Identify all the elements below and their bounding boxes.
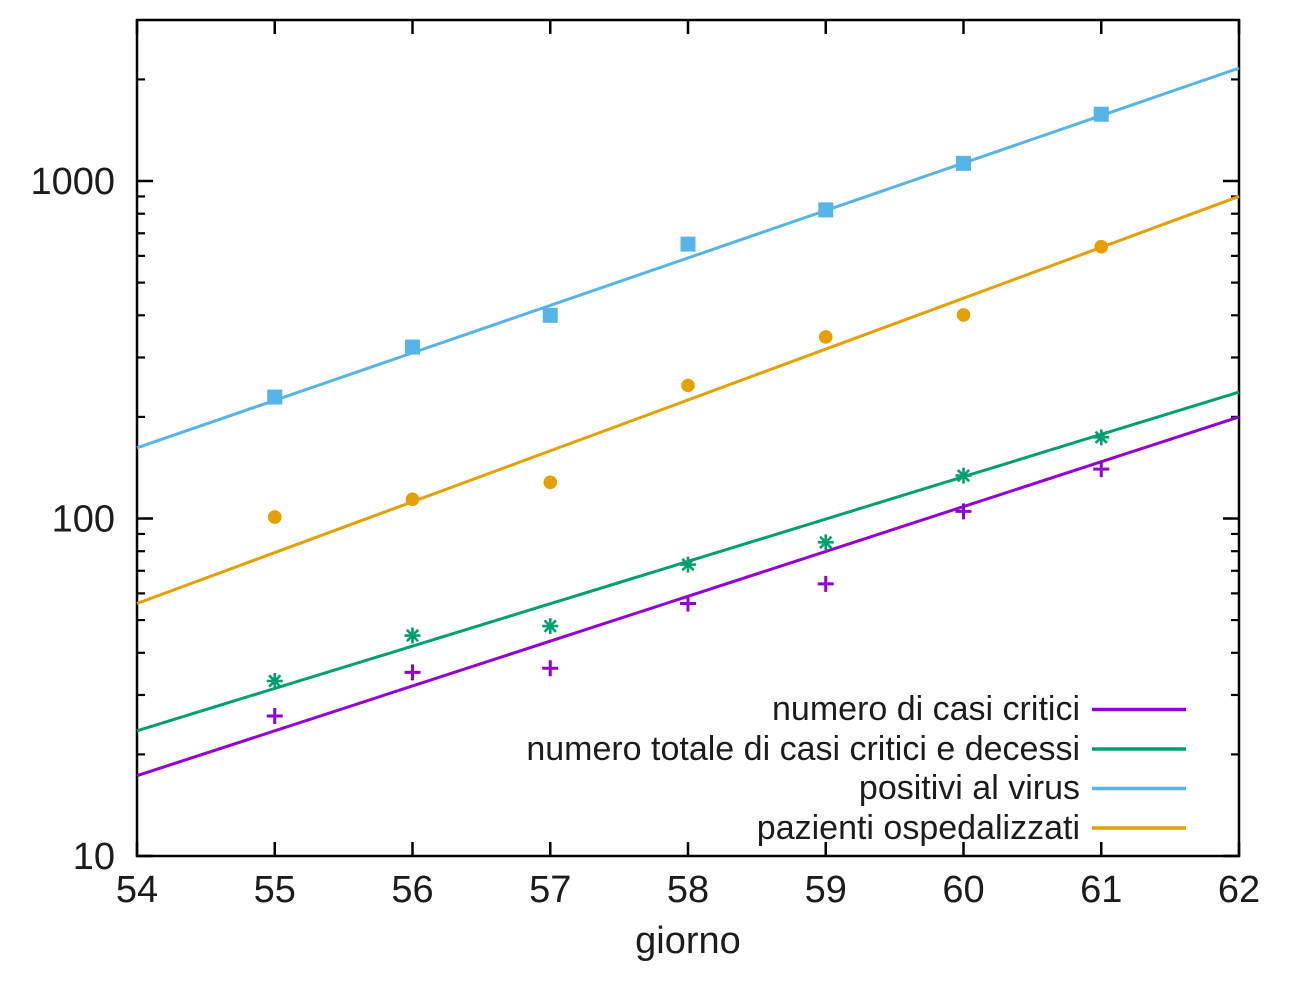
circle-marker bbox=[543, 475, 558, 490]
asterisk-marker bbox=[542, 618, 559, 635]
legend-label-ospedalizzati: pazienti ospedalizzati bbox=[756, 809, 1080, 847]
x-tick-label: 58 bbox=[667, 869, 709, 911]
y-tick-label: 1000 bbox=[30, 161, 115, 203]
plus-marker bbox=[266, 707, 283, 724]
asterisk-marker bbox=[955, 467, 972, 484]
square-marker bbox=[1093, 106, 1109, 122]
y-tick-label: 10 bbox=[73, 836, 115, 878]
circle-marker bbox=[956, 308, 971, 322]
square-marker bbox=[818, 202, 834, 218]
square-marker bbox=[542, 307, 558, 323]
circle-marker bbox=[267, 510, 282, 524]
square-marker bbox=[680, 236, 696, 252]
asterisk-marker bbox=[404, 627, 421, 644]
circle-marker bbox=[405, 492, 420, 507]
x-tick-label: 60 bbox=[942, 869, 984, 911]
fit-line bbox=[136, 195, 1240, 605]
plus-marker bbox=[542, 660, 559, 677]
legend-item: pazienti ospedalizzati bbox=[0, 809, 1080, 847]
asterisk-marker bbox=[680, 556, 696, 573]
legend-label-positivi: positivi al virus bbox=[858, 769, 1080, 807]
plus-marker bbox=[680, 595, 696, 612]
plus-marker bbox=[404, 664, 421, 681]
plus-marker bbox=[955, 503, 972, 520]
square-marker bbox=[956, 155, 971, 171]
circle-marker bbox=[681, 378, 695, 393]
y-tick-label: 100 bbox=[52, 499, 115, 541]
x-tick-label: 62 bbox=[1218, 869, 1260, 911]
square-marker bbox=[267, 389, 283, 405]
legend-label-critici-e-decessi: numero totale di casi critici e decessi bbox=[526, 730, 1080, 768]
asterisk-marker bbox=[1093, 429, 1110, 446]
plus-marker bbox=[817, 575, 834, 592]
legend-label-casi-critici: numero di casi critici bbox=[772, 690, 1080, 728]
x-tick-label: 55 bbox=[254, 869, 296, 911]
x-axis-label: giorno bbox=[635, 920, 741, 962]
x-tick-label: 61 bbox=[1080, 869, 1122, 911]
asterisk-marker bbox=[817, 534, 834, 551]
x-tick-label: 56 bbox=[391, 869, 433, 911]
legend-item: positivi al virus bbox=[0, 769, 1080, 807]
circle-marker bbox=[818, 330, 833, 344]
circle-marker bbox=[1094, 239, 1109, 254]
fit-line bbox=[136, 66, 1240, 450]
square-marker bbox=[405, 339, 420, 355]
x-tick-label: 54 bbox=[116, 869, 158, 911]
asterisk-marker bbox=[266, 673, 283, 690]
plus-marker bbox=[1093, 461, 1110, 478]
legend-item: numero di casi critici bbox=[0, 690, 1080, 728]
legend-item: numero totale di casi critici e decessi bbox=[0, 730, 1080, 768]
x-tick-label: 57 bbox=[529, 869, 571, 911]
x-tick-label: 59 bbox=[805, 869, 847, 911]
